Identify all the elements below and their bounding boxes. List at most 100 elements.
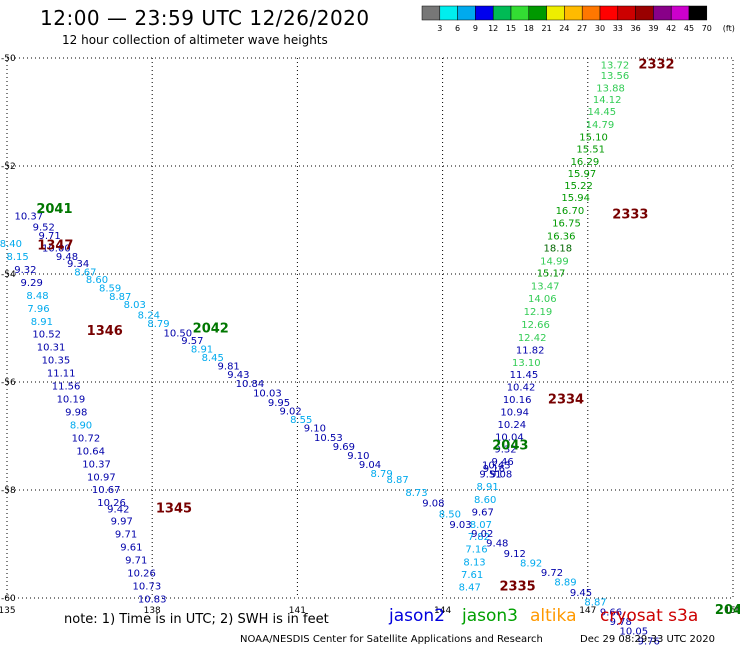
data-label: 9.61 [120,542,142,553]
data-label: 10.24 [497,420,526,431]
data-label: 9.02 [279,406,301,417]
data-label: 9.71 [38,231,60,242]
y-tick-label: -56 [1,378,16,388]
data-label: 10.35 [42,356,71,367]
colorbar-swatch [492,5,512,21]
pass-number-label: 1346 [87,324,123,339]
data-label: 9.04 [359,460,381,471]
data-label: 15.97 [568,169,597,180]
data-label: 8.79 [370,469,392,480]
x-tick-label: 144 [434,606,451,616]
data-label: 9.98 [65,407,87,418]
data-label: 10.84 [236,379,265,390]
plot-frame [6,57,734,599]
data-label: 8.92 [520,559,542,570]
data-label: 10.37 [82,459,111,470]
x-tick-label: 135 [0,606,16,616]
credit-text: NOAA/NESDIS Center for Satellite Applica… [240,634,543,645]
data-label: 9.71 [115,530,137,541]
data-label: 10.26 [97,498,126,509]
data-label: 10.42 [507,383,536,394]
data-label: 8.13 [463,558,485,569]
colorbar-tick: 30 [595,24,605,33]
data-label: 8.67 [74,268,96,279]
data-label: 9.48 [56,252,78,263]
colorbar-tick: 3 [437,24,442,33]
data-label: 13.56 [601,71,630,82]
data-label: 11.82 [516,345,545,356]
data-label: 9.52 [33,222,55,233]
chart-subtitle: 12 hour collection of altimeter wave hei… [62,33,328,47]
data-label: 10.04 [495,432,524,443]
data-label: 14.79 [586,120,615,131]
data-label: 16.36 [547,231,576,242]
data-label: 16.75 [552,218,581,229]
data-label: 8.91 [31,317,53,328]
data-label: 9.12 [504,549,526,560]
colorbar-swatch [635,5,654,21]
x-tick-label: 150 [724,606,740,616]
data-label: 10.72 [72,433,101,444]
data-label: 7.96 [27,304,49,315]
pass-number-label: 2334 [548,393,584,408]
data-label: 9.57 [181,336,203,347]
y-tick-label: -58 [1,486,16,496]
colorbar-swatch [688,5,708,21]
colorbar-swatch [475,5,494,21]
data-label: 8.87 [109,292,131,303]
pass-number-label: 2335 [500,579,536,594]
data-label: 8.59 [99,283,121,294]
data-label: 8.73 [405,488,427,499]
data-label: 8.07 [470,520,492,531]
legend-cryosat-s3a: cryosat s3a [600,606,699,626]
pass-number-label: 2041 [36,202,72,217]
y-tick-label: -60 [1,594,16,604]
data-label: 9.03 [449,520,471,531]
colorbar-unit: (ft) [723,24,735,33]
colorbar-tick: 15 [506,24,516,33]
data-label: 18.18 [543,243,572,254]
data-label: 9.46 [491,457,513,468]
data-label: 8.40 [0,239,22,250]
colorbar-swatch [564,5,583,21]
timestamp-text: Dec 29 08:29:33 UTC 2020 [580,634,715,645]
legend-jason3: jason3 [462,606,518,626]
colorbar-tick: 6 [455,24,460,33]
data-label: 9.81 [218,362,240,373]
data-label: 9.97 [111,517,133,528]
pass-number-label: 2042 [193,321,229,336]
data-label: 8.91 [191,344,213,355]
data-label: 8.91 [476,482,498,493]
colorbar-tick: 42 [666,24,676,33]
data-label: 10.00 [42,243,71,254]
data-label: 10.94 [500,407,529,418]
data-label: 10.37 [14,211,43,222]
colorbar-swatch [510,5,530,21]
data-label: 13.72 [601,60,630,71]
colorbar-tick: 36 [631,24,641,33]
data-label: 8.03 [124,300,146,311]
data-label: 13.88 [596,83,625,94]
data-label: 8.87 [584,598,606,609]
data-label: 9.51 [479,470,501,481]
data-label: 10.50 [164,329,193,340]
data-label: 8.45 [202,353,224,364]
data-label: 15.22 [564,181,593,192]
data-label: 8.50 [439,510,461,521]
colorbar-swatch [581,5,601,21]
data-label: 15.10 [579,133,608,144]
colorbar-swatch [599,5,619,21]
colorbar-swatch [653,5,672,21]
colorbar-tick: 24 [559,24,569,33]
data-label: 8.60 [474,495,496,506]
data-label: 9.95 [268,398,290,409]
data-label: 12.19 [524,307,553,318]
data-label: 8.48 [26,291,48,302]
pass-number-label: 2332 [638,57,674,72]
data-label: 11.56 [52,382,81,393]
data-label: 10.83 [138,594,167,605]
data-label: 12.42 [518,333,547,344]
data-label: 9.45 [570,588,592,599]
data-label: 10.19 [57,395,86,406]
data-label: 10.67 [92,485,121,496]
